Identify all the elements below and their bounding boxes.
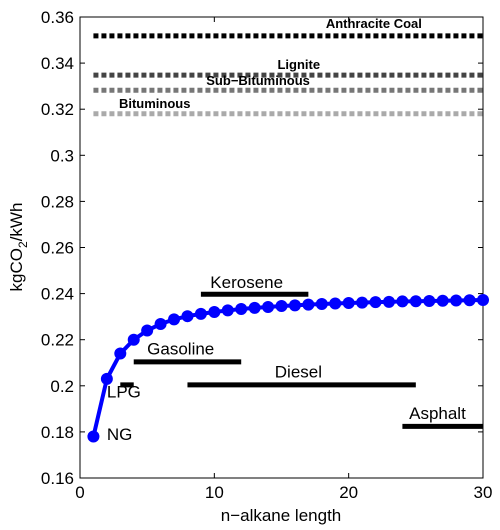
series (87, 294, 489, 443)
fuel-range-label: Diesel (275, 363, 322, 382)
data-point (477, 294, 489, 307)
y-ticks: 0.16 0.18 0.2 0.22 0.24 0.26 0.28 0.3 0.32 0.34 0.… (41, 8, 483, 488)
y-axis-label: kgCO2/kWh (7, 203, 30, 292)
data-point (288, 299, 301, 312)
fuel-range-label: LPG (107, 382, 141, 401)
coal-line-label: Lignite (277, 57, 320, 72)
point-annotation-label: NG (107, 425, 133, 444)
x-tick-label: 20 (339, 483, 358, 502)
data-point (356, 296, 369, 309)
fuel-ranges: LPG Gasoline Kerosene Diesel Asphalt NG (107, 273, 483, 444)
data-point (450, 294, 463, 307)
y-tick-label: 0.16 (41, 469, 74, 488)
data-point (369, 296, 382, 309)
data-point (114, 347, 127, 360)
data-point (329, 297, 342, 310)
y-tick-label: 0.22 (41, 331, 74, 350)
data-point (181, 310, 194, 323)
data-point (423, 294, 436, 307)
coal-line-label: Bituminous (119, 96, 191, 111)
fuel-range-label: Asphalt (409, 404, 466, 423)
data-point (342, 297, 355, 310)
data-point (436, 294, 449, 307)
y-tick-label: 0.36 (41, 8, 74, 27)
x-ticks: 0 10 20 30 (75, 17, 492, 502)
data-point (396, 295, 409, 308)
data-point (168, 313, 181, 326)
x-tick-label: 30 (474, 483, 493, 502)
data-point (194, 307, 207, 320)
y-tick-label: 0.32 (41, 100, 74, 119)
data-point (302, 298, 315, 311)
data-point (154, 318, 167, 331)
x-tick-label: 10 (205, 483, 224, 502)
data-point (221, 304, 234, 317)
data-point (315, 297, 328, 310)
data-point (463, 294, 476, 307)
coal-line-label: Sub−Bituminous (206, 73, 310, 88)
fuel-range-label: Kerosene (210, 273, 283, 292)
y-tick-label: 0.2 (50, 377, 74, 396)
data-point (87, 430, 100, 443)
data-point (275, 300, 288, 313)
data-point (235, 303, 248, 316)
y-axis-label-sub: 2 (16, 241, 30, 248)
y-axis-label-tail: /kWh (7, 203, 26, 242)
data-point (409, 295, 422, 308)
y-axis-label-main: kgCO (7, 248, 26, 291)
data-point (100, 372, 113, 385)
data-point (127, 333, 140, 346)
coal-line-label: Anthracite Coal (326, 16, 422, 31)
y-tick-label: 0.34 (41, 54, 74, 73)
data-point (262, 300, 275, 313)
data-point (382, 295, 395, 308)
fuel-range-label: Gasoline (147, 340, 214, 359)
y-tick-label: 0.28 (41, 192, 74, 211)
data-point (141, 324, 154, 337)
y-tick-label: 0.3 (50, 146, 74, 165)
x-tick-label: 0 (75, 483, 84, 502)
y-tick-label: 0.18 (41, 423, 74, 442)
data-point (208, 306, 221, 319)
y-tick-label: 0.24 (41, 285, 74, 304)
data-point (248, 301, 261, 314)
x-axis-label: n−alkane length (221, 506, 342, 525)
y-tick-label: 0.26 (41, 239, 74, 258)
